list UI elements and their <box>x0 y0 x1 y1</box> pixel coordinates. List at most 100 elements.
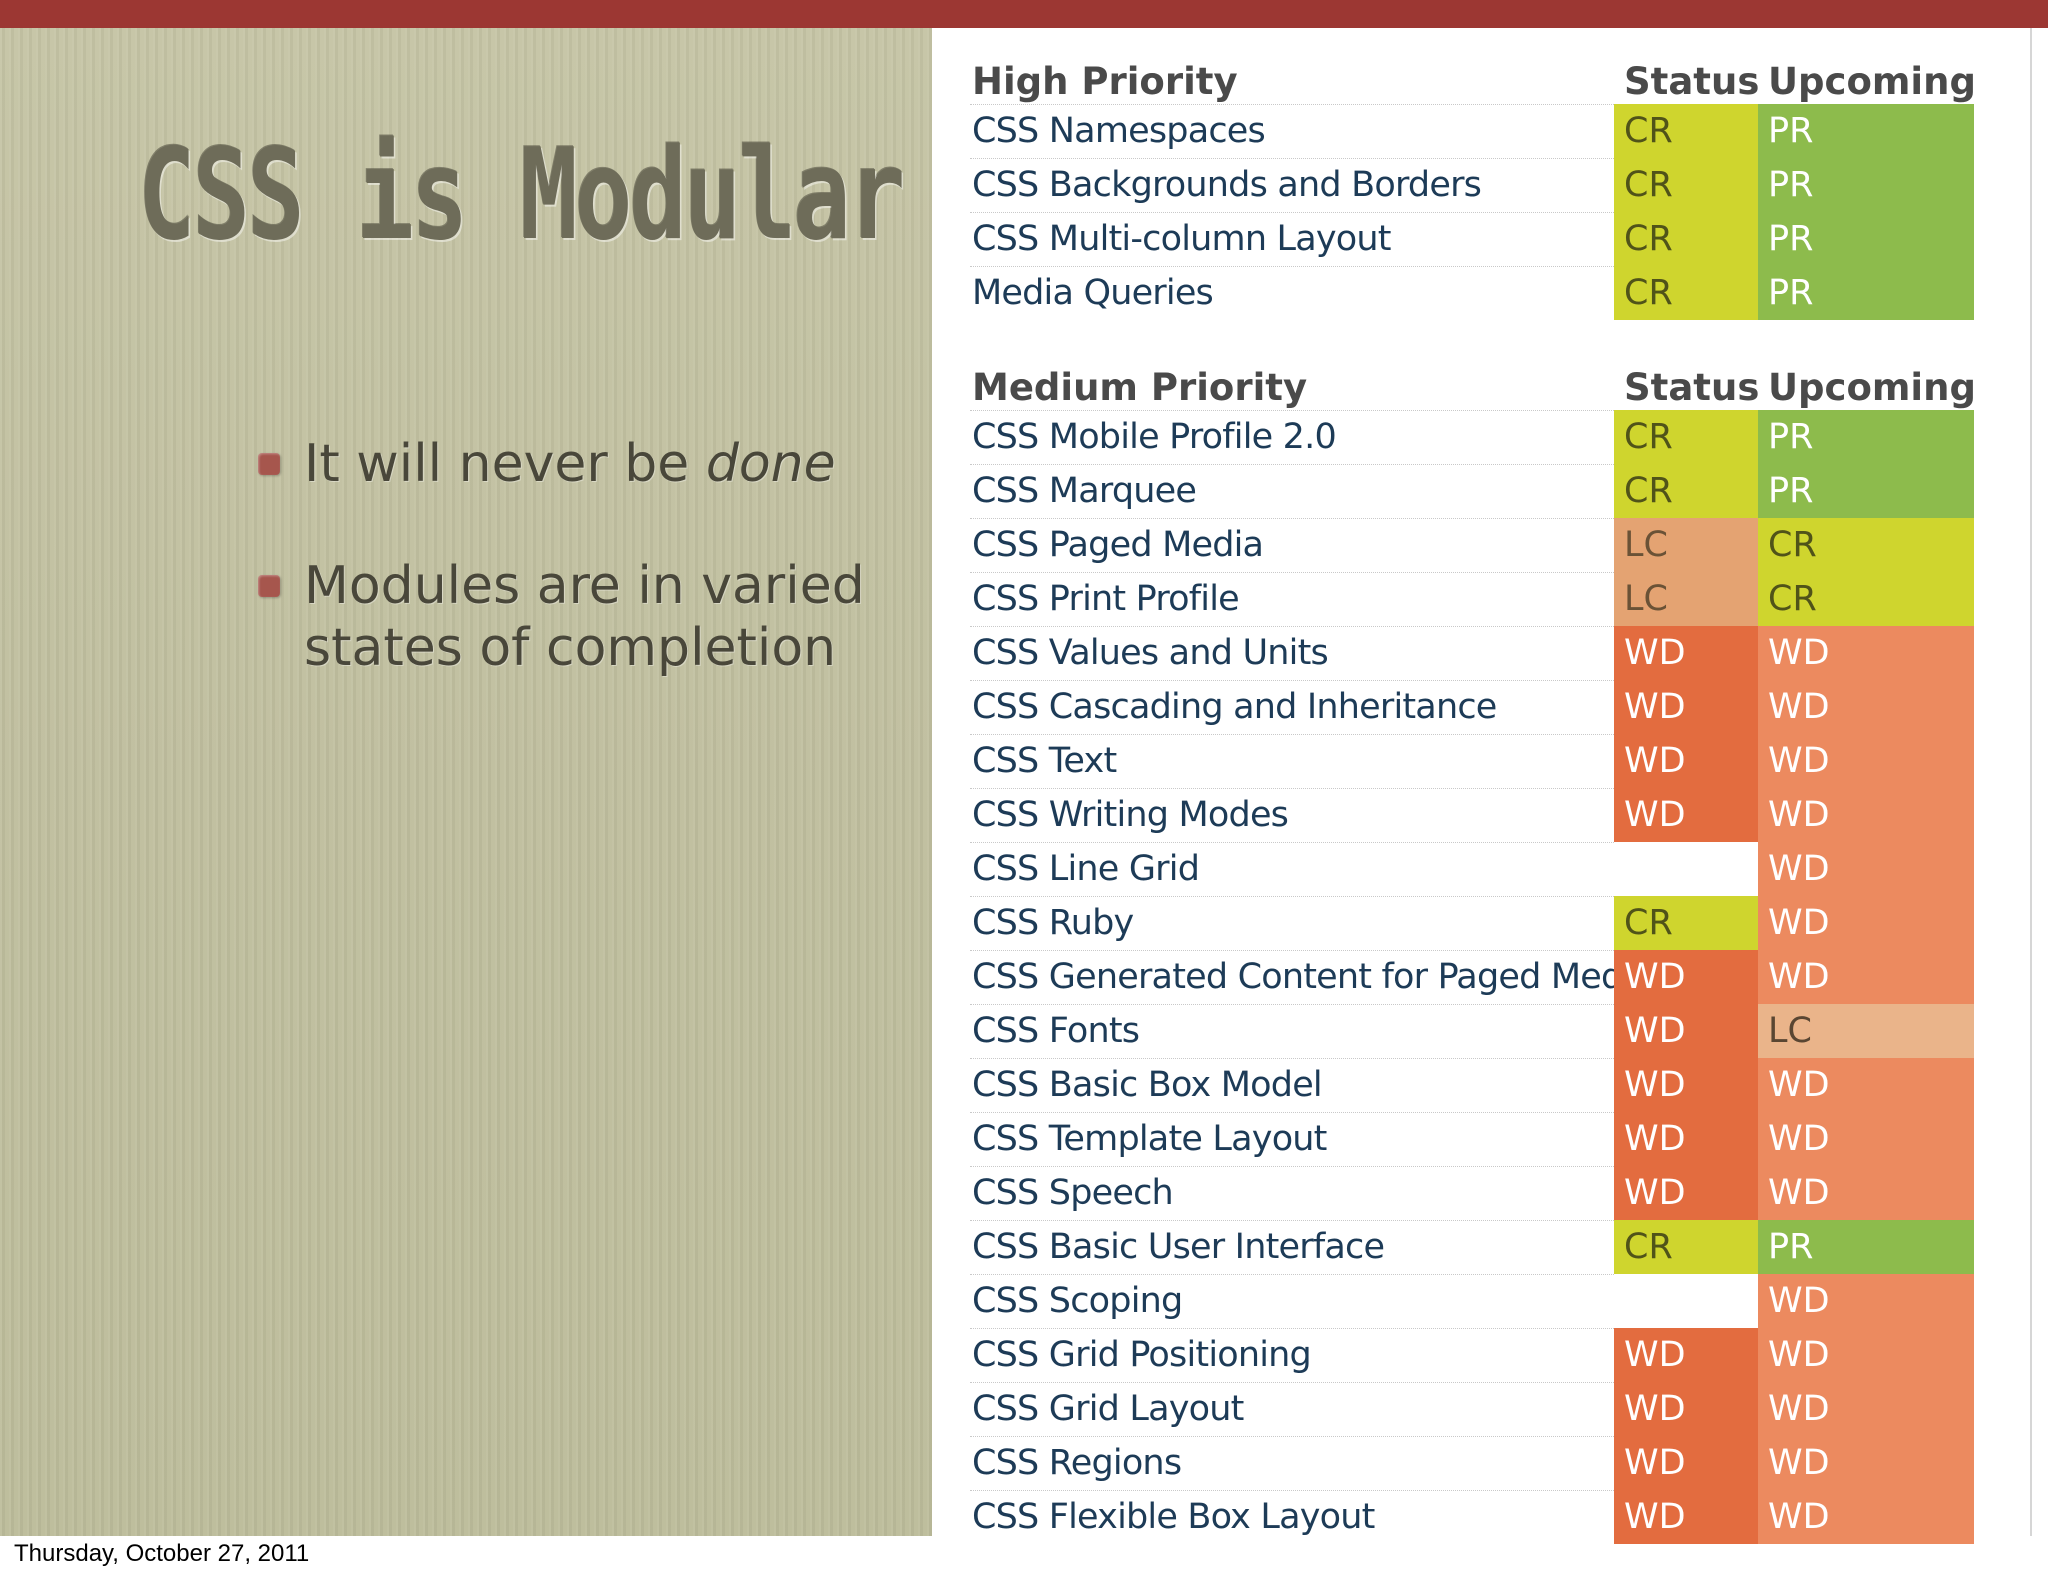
table-row: CSS Template Layout WD WD <box>970 1112 1974 1166</box>
module-name: CSS Basic Box Model <box>972 1065 1323 1105</box>
status-cell: WD <box>1614 1058 1758 1112</box>
table-row: CSS Generated Content for Paged Media WD W… <box>970 950 1974 1004</box>
module-name: CSS Scoping <box>972 1281 1183 1321</box>
module-name: CSS Multi-column Layout <box>972 219 1392 259</box>
module-name: CSS Namespaces <box>972 111 1266 151</box>
upcoming-cell: WD <box>1758 1328 1974 1382</box>
table-row: CSS Namespaces CR PR <box>970 104 1974 158</box>
module-name: CSS Marquee <box>972 471 1197 511</box>
bullet-square-icon <box>258 575 280 597</box>
slide-left-panel: CSS is Modular It will never be done Mod… <box>0 28 932 1536</box>
status-cell: LC <box>1614 518 1758 572</box>
module-name: CSS Speech <box>972 1173 1174 1213</box>
module-name: CSS Basic User Interface <box>972 1227 1385 1267</box>
table-row: CSS Mobile Profile 2.0 CR PR <box>970 410 1974 464</box>
slide-top-bar <box>0 0 2048 28</box>
table-rows: CSS Namespaces CR PR CSS Backgrounds and Bo… <box>970 104 1974 320</box>
module-name: CSS Paged Media <box>972 525 1264 565</box>
panel-edge <box>2030 28 2032 1536</box>
module-name: CSS Flexible Box Layout <box>972 1497 1375 1537</box>
upcoming-cell: PR <box>1758 464 1974 518</box>
upcoming-cell: WD <box>1758 1274 1974 1328</box>
table-row: CSS Basic User Interface CR PR <box>970 1220 1974 1274</box>
module-name: CSS Grid Layout <box>972 1389 1244 1429</box>
table-row: CSS Fonts WD LC <box>970 1004 1974 1058</box>
high-priority-section: High Priority Status Upcoming CSS Namesp… <box>970 52 1976 320</box>
upcoming-cell: PR <box>1758 410 1974 464</box>
table-row: CSS Regions WD WD <box>970 1436 1974 1490</box>
module-name: CSS Mobile Profile 2.0 <box>972 417 1337 457</box>
table-row: CSS Speech WD WD <box>970 1166 1974 1220</box>
bullet-list: It will never be done Modules are in var… <box>254 433 914 739</box>
table-row: CSS Line Grid WD <box>970 842 1974 896</box>
section-header: Medium Priority Status Upcoming <box>970 358 1976 410</box>
bullet-text: Modules are in varied states of completi… <box>304 556 865 678</box>
upcoming-cell: WD <box>1758 896 1974 950</box>
status-cell: CR <box>1614 212 1758 266</box>
module-name: CSS Grid Positioning <box>972 1335 1312 1375</box>
status-cell: CR <box>1614 1220 1758 1274</box>
upcoming-column-header: Upcoming <box>1768 60 1976 103</box>
status-cell: CR <box>1614 896 1758 950</box>
upcoming-cell: WD <box>1758 734 1974 788</box>
upcoming-column-header: Upcoming <box>1768 366 1976 409</box>
table-row: Media Queries CR PR <box>970 266 1974 320</box>
module-name: CSS Fonts <box>972 1011 1140 1051</box>
module-name: CSS Backgrounds and Borders <box>972 165 1482 205</box>
table-row: CSS Multi-column Layout CR PR <box>970 212 1974 266</box>
status-cell: WD <box>1614 1166 1758 1220</box>
table-row: CSS Paged Media LC CR <box>970 518 1974 572</box>
table-rows: CSS Mobile Profile 2.0 CR PR CSS Marquee CR P… <box>970 410 1974 1544</box>
status-cell: CR <box>1614 410 1758 464</box>
status-column-header: Status <box>1624 60 1760 103</box>
upcoming-cell: WD <box>1758 842 1974 896</box>
table-row: CSS Print Profile LC CR <box>970 572 1974 626</box>
module-name: CSS Line Grid <box>972 849 1200 889</box>
bullet-square-icon <box>258 453 280 475</box>
status-cell: WD <box>1614 1328 1758 1382</box>
upcoming-cell: CR <box>1758 518 1974 572</box>
table-row: CSS Marquee CR PR <box>970 464 1974 518</box>
status-cell: WD <box>1614 1382 1758 1436</box>
upcoming-cell: WD <box>1758 1112 1974 1166</box>
table-row: CSS Scoping WD <box>970 1274 1974 1328</box>
upcoming-cell: WD <box>1758 1436 1974 1490</box>
upcoming-cell: LC <box>1758 1004 1974 1058</box>
upcoming-cell: WD <box>1758 950 1974 1004</box>
bullet-item: It will never be done <box>254 433 914 495</box>
slide-title: CSS is Modular <box>137 122 906 269</box>
status-cell: WD <box>1614 734 1758 788</box>
upcoming-cell: PR <box>1758 158 1974 212</box>
section-header: High Priority Status Upcoming <box>970 52 1976 104</box>
upcoming-cell: PR <box>1758 104 1974 158</box>
medium-priority-section: Medium Priority Status Upcoming CSS Mobi… <box>970 358 1976 1544</box>
upcoming-cell: CR <box>1758 572 1974 626</box>
table-row: CSS Values and Units WD WD <box>970 626 1974 680</box>
status-cell: WD <box>1614 1112 1758 1166</box>
status-cell <box>1614 1274 1758 1328</box>
upcoming-cell: WD <box>1758 1490 1974 1544</box>
status-cell: WD <box>1614 950 1758 1004</box>
module-name: CSS Print Profile <box>972 579 1240 619</box>
upcoming-cell: WD <box>1758 1166 1974 1220</box>
status-cell: WD <box>1614 1004 1758 1058</box>
status-cell: WD <box>1614 626 1758 680</box>
upcoming-cell: WD <box>1758 1382 1974 1436</box>
status-cell: WD <box>1614 1490 1758 1544</box>
status-cell: CR <box>1614 464 1758 518</box>
status-cell: CR <box>1614 266 1758 320</box>
bullet-text: It will never be <box>304 434 706 494</box>
bullet-emphasis: done <box>705 434 836 494</box>
bullet-item: Modules are in varied states of completi… <box>254 555 914 679</box>
module-name: CSS Generated Content for Paged Media <box>972 957 1653 997</box>
module-name: CSS Values and Units <box>972 633 1329 673</box>
footer-date: Thursday, October 27, 2011 <box>14 1540 310 1567</box>
module-name: CSS Cascading and Inheritance <box>972 687 1497 727</box>
table-row: CSS Grid Layout WD WD <box>970 1382 1974 1436</box>
upcoming-cell: WD <box>1758 626 1974 680</box>
status-cell: CR <box>1614 158 1758 212</box>
table-row: CSS Grid Positioning WD WD <box>970 1328 1974 1382</box>
section-heading: Medium Priority <box>972 366 1308 409</box>
section-heading: High Priority <box>972 60 1238 103</box>
module-name: CSS Regions <box>972 1443 1182 1483</box>
